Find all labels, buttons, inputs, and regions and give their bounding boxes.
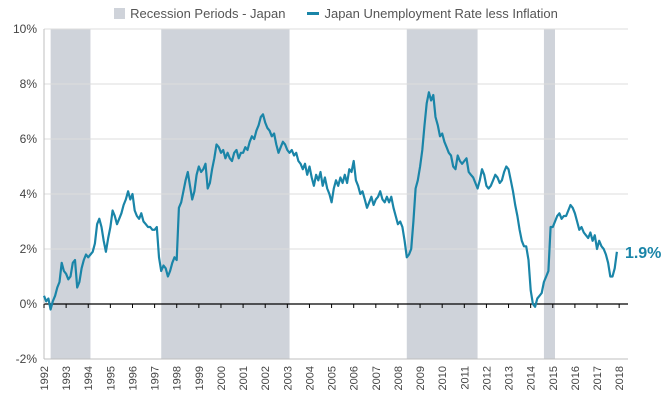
y-tick-label-3: 4% [20, 187, 38, 201]
x-tick-label-15: 2007 [371, 366, 383, 390]
axes [43, 29, 628, 360]
x-tick-label-2: 1994 [83, 366, 95, 390]
x-tick-label-23: 2015 [548, 366, 560, 390]
y-tick-label-4: 6% [20, 132, 38, 146]
x-tick-label-18: 2010 [437, 366, 449, 390]
x-tick-label-10: 2002 [260, 366, 272, 390]
x-tick-label-16: 2008 [393, 366, 405, 390]
legend-item-recession: Recession Periods - Japan [114, 5, 285, 21]
x-tick-label-21: 2013 [504, 366, 516, 390]
legend-label-recession: Recession Periods - Japan [130, 5, 286, 21]
y-tick-label-1: 0% [20, 297, 38, 311]
x-tick-label-8: 2000 [216, 366, 228, 390]
x-tick-label-19: 2011 [459, 366, 471, 390]
x-tick-label-26: 2018 [614, 366, 626, 390]
x-tick-label-13: 2005 [327, 366, 339, 390]
tick-labels: -2% 0% 2% 4% 6% 8% 10% 1992 1993 1994 1995 1996 1997… [13, 22, 661, 390]
x-tick-label-12: 2004 [304, 366, 316, 390]
y-tick-label-6: 10% [13, 22, 37, 36]
x-tick-label-4: 1996 [127, 366, 139, 390]
series-lines [42, 91, 618, 311]
x-tick-label-3: 1995 [105, 366, 117, 390]
legend-item-unemployment: Japan Unemployment Rate less Inflation [307, 5, 558, 21]
x-tick-label-7: 1999 [194, 366, 206, 390]
end-value-label: 1.9% [625, 245, 661, 262]
chart-legend: Recession Periods - Japan Japan Unemploy… [0, 5, 672, 21]
x-tick-label-11: 2003 [282, 366, 294, 390]
legend-label-unemployment: Japan Unemployment Rate less Inflation [324, 5, 558, 21]
legend-swatch-recession [114, 7, 126, 19]
x-tick-label-22: 2014 [526, 366, 538, 390]
x-tick-label-6: 1998 [172, 366, 184, 390]
x-tick-label-20: 2012 [481, 366, 493, 390]
y-tick-label-0: -2% [16, 352, 38, 366]
y-tick-label-2: 2% [20, 242, 38, 256]
x-tick-label-24: 2016 [570, 366, 582, 390]
x-tick-label-9: 2001 [238, 366, 250, 390]
x-tick-label-17: 2009 [415, 366, 427, 390]
x-tick-label-5: 1997 [150, 366, 162, 390]
legend-swatch-unemployment [307, 11, 320, 15]
series-line-unemployment [42, 91, 618, 311]
x-tick-label-1: 1993 [61, 366, 73, 390]
x-tick-label-0: 1992 [39, 366, 51, 390]
y-tick-label-5: 8% [20, 77, 38, 91]
x-tick-label-14: 2006 [349, 366, 361, 390]
x-tick-label-25: 2017 [592, 366, 604, 390]
